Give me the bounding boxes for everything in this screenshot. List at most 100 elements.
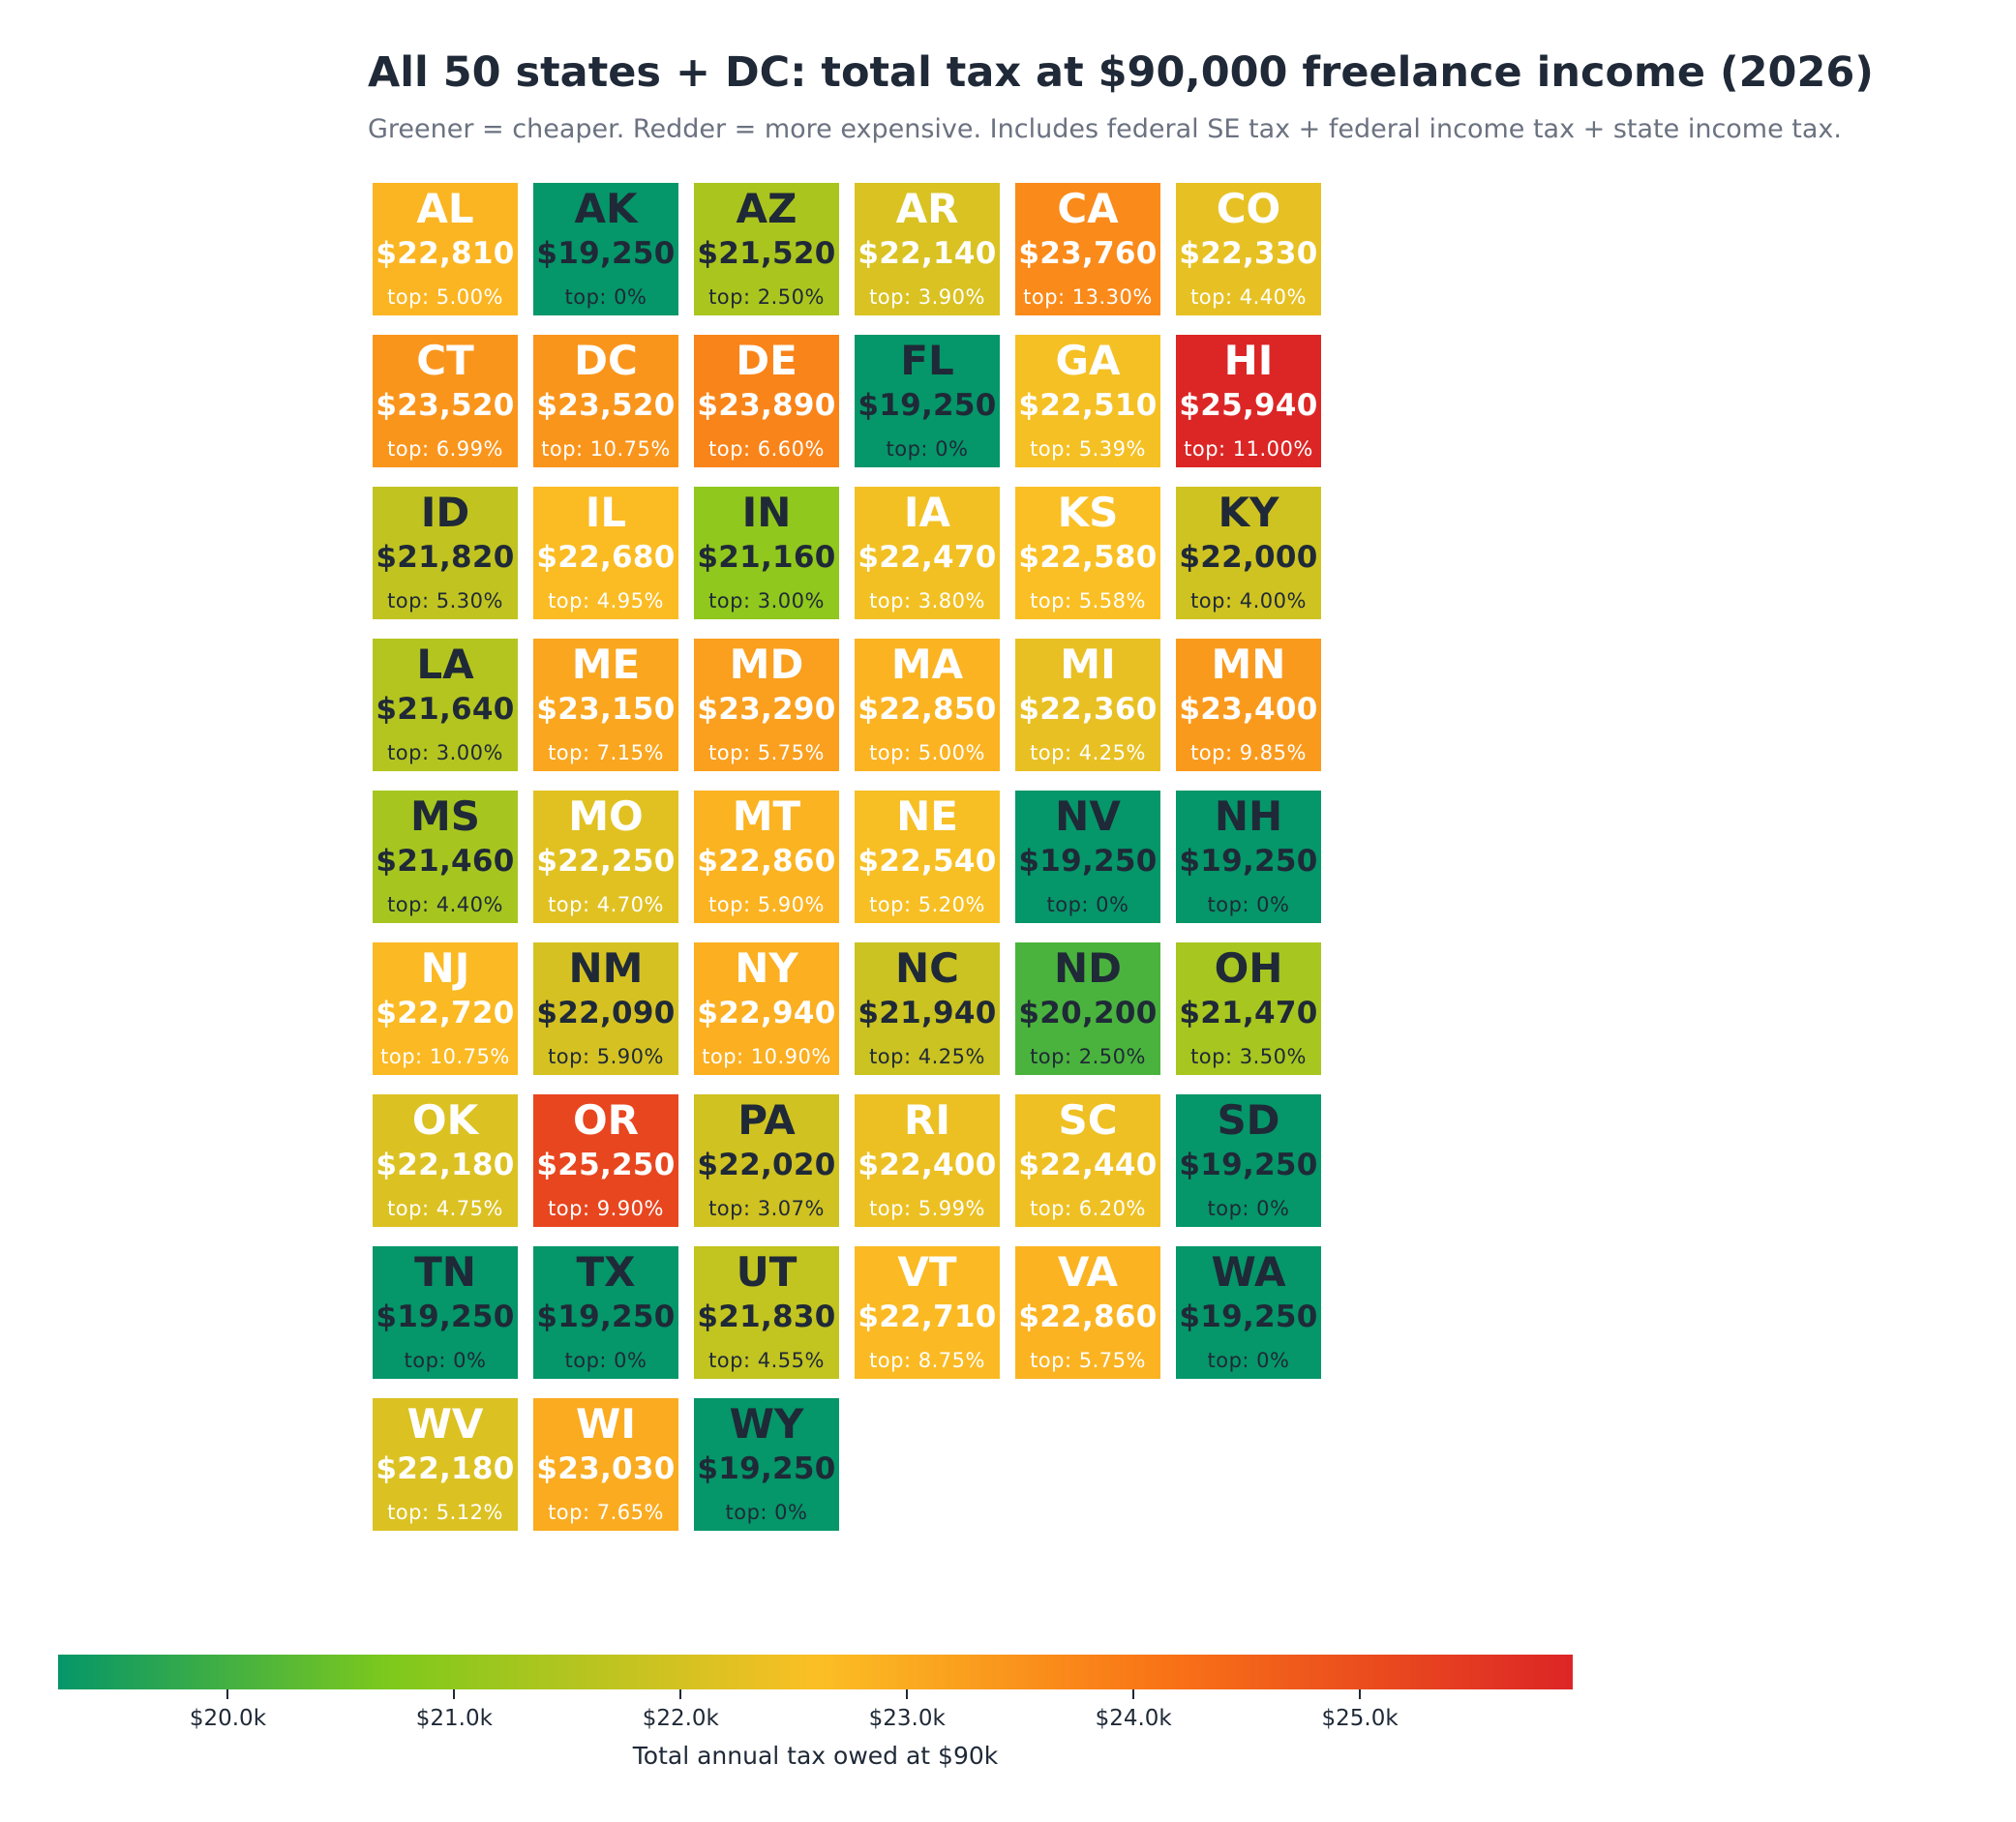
state-abbr: GA: [1055, 337, 1121, 384]
top-rate-label: top: 3.50%: [1190, 1045, 1307, 1068]
colorbar-label: Total annual tax owed at $90k: [632, 1742, 999, 1770]
state-abbr: VT: [897, 1248, 957, 1296]
state-tile-nj: NJ $22,720 top: 10.75%: [373, 942, 518, 1075]
total-tax-amount: $23,520: [536, 388, 676, 423]
total-tax-amount: $22,400: [858, 1148, 997, 1182]
total-tax-amount: $22,250: [536, 844, 676, 879]
total-tax-amount: $23,400: [1179, 692, 1318, 727]
total-tax-amount: $21,820: [376, 540, 515, 575]
total-tax-amount: $22,860: [1018, 1299, 1158, 1334]
state-abbr: RI: [904, 1096, 950, 1144]
top-rate-label: top: 5.99%: [869, 1197, 985, 1220]
state-abbr: NC: [895, 944, 959, 992]
state-tile-wi: WI $23,030 top: 7.65%: [533, 1398, 678, 1531]
total-tax-amount: $22,940: [697, 996, 836, 1030]
top-rate-label: top: 5.75%: [1030, 1349, 1146, 1372]
state-abbr: TX: [576, 1248, 636, 1296]
top-rate-label: top: 4.25%: [869, 1045, 985, 1068]
total-tax-amount: $22,720: [376, 996, 515, 1030]
state-tile-md: MD $23,290 top: 5.75%: [694, 639, 839, 771]
total-tax-amount: $22,680: [536, 540, 676, 575]
state-tile-ca: CA $23,760 top: 13.30%: [1015, 183, 1160, 315]
state-tile-ny: NY $22,940 top: 10.90%: [694, 942, 839, 1075]
state-abbr: DC: [574, 337, 638, 384]
total-tax-amount: $21,940: [858, 996, 997, 1030]
total-tax-amount: $22,510: [1018, 388, 1158, 423]
state-abbr: AR: [895, 185, 959, 232]
total-tax-amount: $21,470: [1179, 996, 1318, 1030]
total-tax-amount: $21,830: [697, 1299, 836, 1334]
state-abbr: AL: [416, 185, 474, 232]
state-abbr: DE: [736, 337, 797, 384]
total-tax-amount: $22,330: [1179, 236, 1318, 271]
state-tile-sc: SC $22,440 top: 6.20%: [1015, 1094, 1160, 1227]
colorbar-tick-label: $20.0k: [189, 1706, 267, 1731]
state-abbr: MT: [732, 792, 801, 840]
state-abbr: OR: [572, 1096, 640, 1144]
top-rate-label: top: 13.30%: [1023, 285, 1153, 309]
state-abbr: IA: [903, 489, 951, 536]
state-tile-ut: UT $21,830 top: 4.55%: [694, 1246, 839, 1379]
state-tile-az: AZ $21,520 top: 2.50%: [694, 183, 839, 315]
total-tax-amount: $19,250: [697, 1451, 836, 1486]
colorbar: [58, 1655, 1573, 1689]
state-abbr: CO: [1216, 185, 1281, 232]
top-rate-label: top: 0%: [725, 1501, 808, 1524]
state-abbr: NV: [1055, 792, 1121, 840]
total-tax-amount: $22,360: [1018, 692, 1158, 727]
total-tax-amount: $22,540: [858, 844, 997, 879]
total-tax-amount: $25,250: [536, 1148, 676, 1182]
total-tax-amount: $23,030: [536, 1451, 676, 1486]
state-abbr: MS: [409, 792, 481, 840]
top-rate-label: top: 4.25%: [1030, 741, 1146, 764]
state-tile-ms: MS $21,460 top: 4.40%: [373, 791, 518, 923]
state-abbr: PA: [737, 1096, 796, 1144]
state-tile-il: IL $22,680 top: 4.95%: [533, 487, 678, 619]
top-rate-label: top: 10.90%: [702, 1045, 831, 1068]
state-tile-ia: IA $22,470 top: 3.80%: [855, 487, 1000, 619]
colorbar-tick-label: $25.0k: [1321, 1706, 1399, 1731]
state-tile-ga: GA $22,510 top: 5.39%: [1015, 335, 1160, 467]
top-rate-label: top: 6.60%: [708, 437, 825, 461]
top-rate-label: top: 0%: [404, 1349, 487, 1372]
state-abbr: OH: [1214, 944, 1283, 992]
top-rate-label: top: 5.90%: [548, 1045, 664, 1068]
total-tax-amount: $21,640: [376, 692, 515, 727]
state-tile-in: IN $21,160 top: 3.00%: [694, 487, 839, 619]
top-rate-label: top: 10.75%: [380, 1045, 510, 1068]
total-tax-amount: $20,200: [1018, 996, 1158, 1030]
total-tax-amount: $22,470: [858, 540, 997, 575]
state-tile-ma: MA $22,850 top: 5.00%: [855, 639, 1000, 771]
top-rate-label: top: 5.90%: [708, 893, 825, 916]
total-tax-amount: $19,250: [1179, 1148, 1318, 1182]
total-tax-amount: $23,290: [697, 692, 836, 727]
top-rate-label: top: 5.20%: [869, 893, 985, 916]
total-tax-amount: $22,850: [858, 692, 997, 727]
state-abbr: ME: [571, 641, 641, 688]
total-tax-amount: $23,150: [536, 692, 676, 727]
state-abbr: ID: [420, 489, 470, 536]
chart-subtitle: Greener = cheaper. Redder = more expensi…: [368, 114, 1842, 144]
state-abbr: MN: [1211, 641, 1286, 688]
state-tile-mo: MO $22,250 top: 4.70%: [533, 791, 678, 923]
state-abbr: WI: [576, 1400, 636, 1448]
colorbar-tick-mark: [906, 1689, 909, 1699]
top-rate-label: top: 8.75%: [869, 1349, 985, 1372]
top-rate-label: top: 5.12%: [387, 1501, 503, 1524]
state-abbr: NH: [1214, 792, 1283, 840]
state-abbr: OK: [411, 1096, 479, 1144]
colorbar-tick-mark: [679, 1689, 682, 1699]
top-rate-label: top: 3.00%: [387, 741, 503, 764]
total-tax-amount: $25,940: [1179, 388, 1318, 423]
total-tax-amount: $22,810: [376, 236, 515, 271]
state-tile-wv: WV $22,180 top: 5.12%: [373, 1398, 518, 1531]
state-tile-tn: TN $19,250 top: 0%: [373, 1246, 518, 1379]
state-tile-ak: AK $19,250 top: 0%: [533, 183, 678, 315]
state-abbr: IN: [741, 489, 792, 536]
top-rate-label: top: 9.85%: [1190, 741, 1307, 764]
state-tile-wa: WA $19,250 top: 0%: [1176, 1246, 1321, 1379]
state-tile-tx: TX $19,250 top: 0%: [533, 1246, 678, 1379]
colorbar-tick-label: $22.0k: [642, 1706, 719, 1731]
top-rate-label: top: 4.40%: [387, 893, 503, 916]
state-tile-mt: MT $22,860 top: 5.90%: [694, 791, 839, 923]
